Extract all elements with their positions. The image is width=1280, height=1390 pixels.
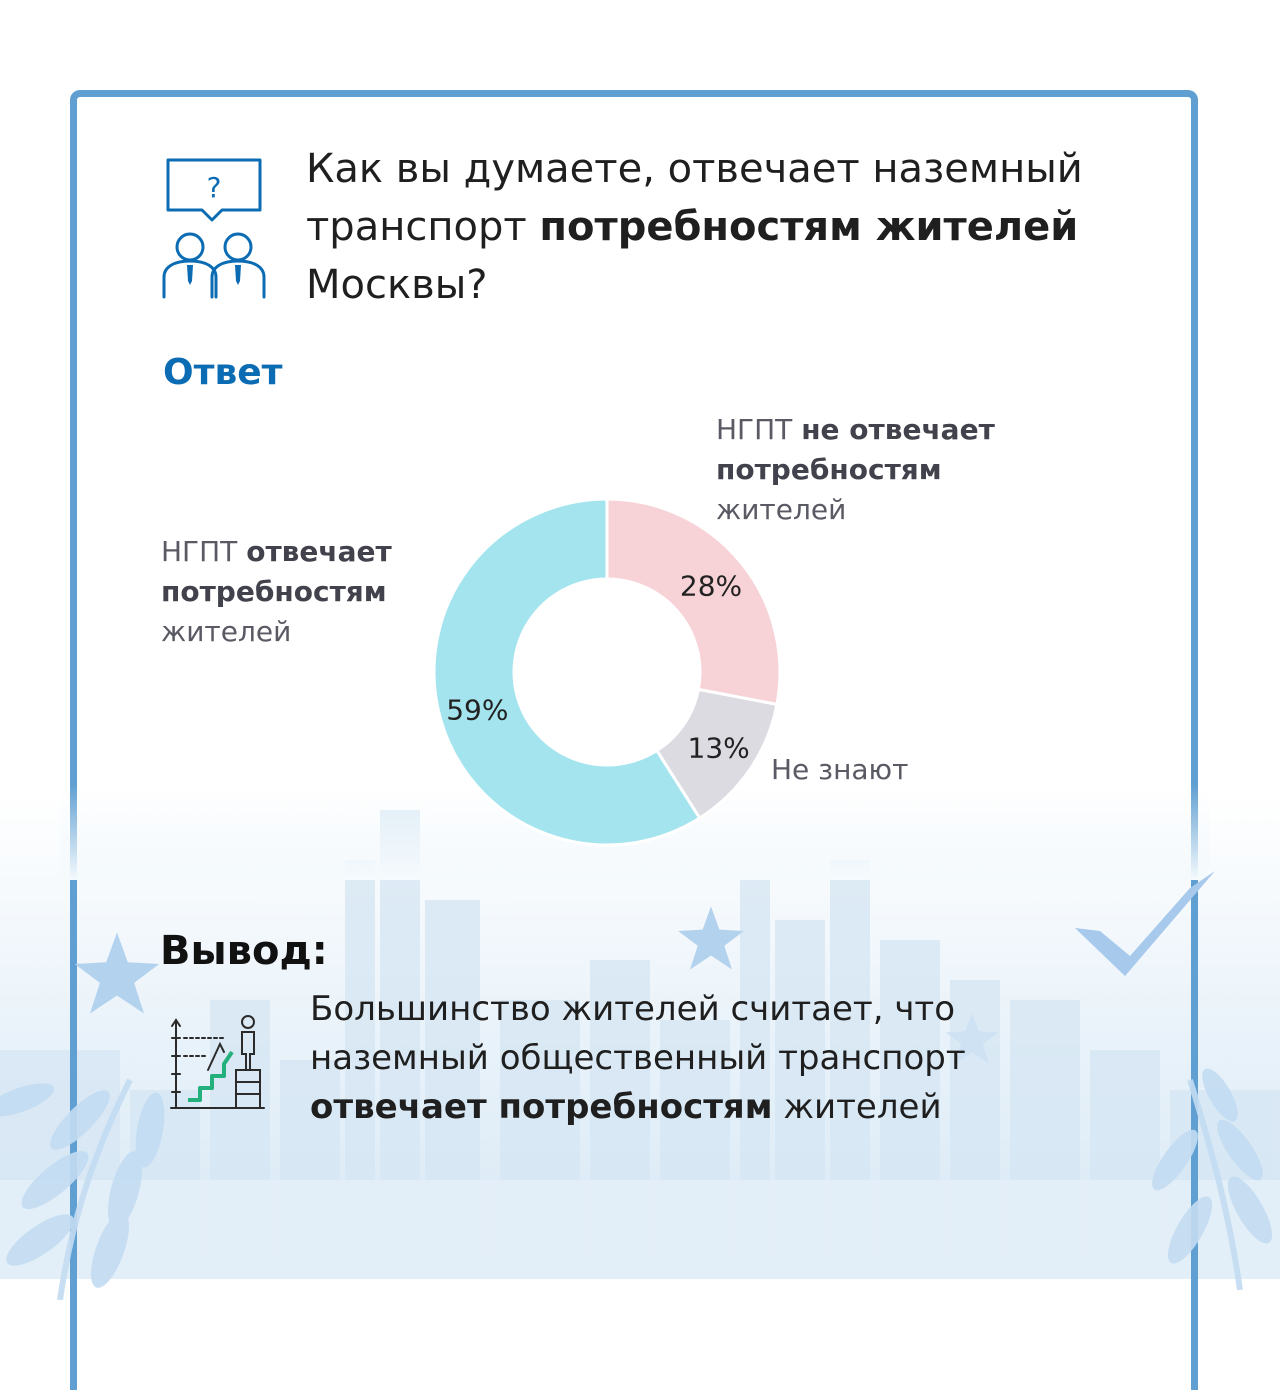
slice-percent-label-2: 59% — [446, 693, 509, 727]
legend-label-unknown: Не знают — [771, 753, 909, 786]
question-text-bold: потребностям жителей — [539, 204, 1079, 250]
legend-no-suffix: жителей — [716, 493, 847, 526]
checkmark-icon — [1075, 871, 1215, 976]
conclusion-text-part1: Большинство жителей считает, что наземны… — [310, 989, 966, 1078]
conclusion-text: Большинство жителей считает, что наземны… — [310, 985, 1110, 1132]
leaf-branch-icon — [1152, 1068, 1273, 1290]
skyline-background — [0, 810, 1280, 1279]
star-icon — [678, 906, 744, 970]
svg-text:?: ? — [207, 171, 222, 204]
question-title: Как вы думаете, отвечает наземный трансп… — [306, 140, 1166, 314]
legend-yes-bold: отвечает потребностям — [161, 535, 392, 608]
legend-yes-prefix: НГПТ — [161, 535, 247, 568]
answer-heading: Ответ — [163, 352, 283, 393]
people-question-icon: ? — [162, 158, 266, 299]
legend-label-yes: НГПТ отвечает потребностям жителей — [161, 532, 421, 652]
legend-label-no: НГПТ не отвечает потребностям жителей — [716, 410, 1036, 530]
career-ladder-icon — [170, 1015, 265, 1109]
infographic: ? Как вы думаете, отвечает наземный тран… — [0, 90, 1280, 1390]
conclusion-text-part2: жителей — [772, 1087, 942, 1127]
conclusion-text-bold: отвечает потребностям — [310, 1087, 773, 1127]
content-frame — [70, 90, 1198, 1390]
conclusion-heading: Вывод: — [160, 928, 328, 974]
question-text-part2: Москвы? — [306, 262, 488, 308]
frame-fade-overlay — [60, 760, 1210, 880]
question-text-part1: Как вы думаете, отвечает наземный трансп… — [306, 146, 1083, 250]
star-icon — [945, 1012, 999, 1064]
slice-percent-label-0: 28% — [679, 569, 743, 603]
star-icon — [74, 932, 160, 1014]
slice-percent-label-1: 13% — [687, 731, 750, 765]
legend-no-bold: не отвечает потребностям — [716, 413, 995, 486]
legend-yes-suffix: жителей — [161, 615, 292, 648]
leaf-branch-icon — [0, 1078, 165, 1300]
legend-no-prefix: НГПТ — [716, 413, 802, 446]
